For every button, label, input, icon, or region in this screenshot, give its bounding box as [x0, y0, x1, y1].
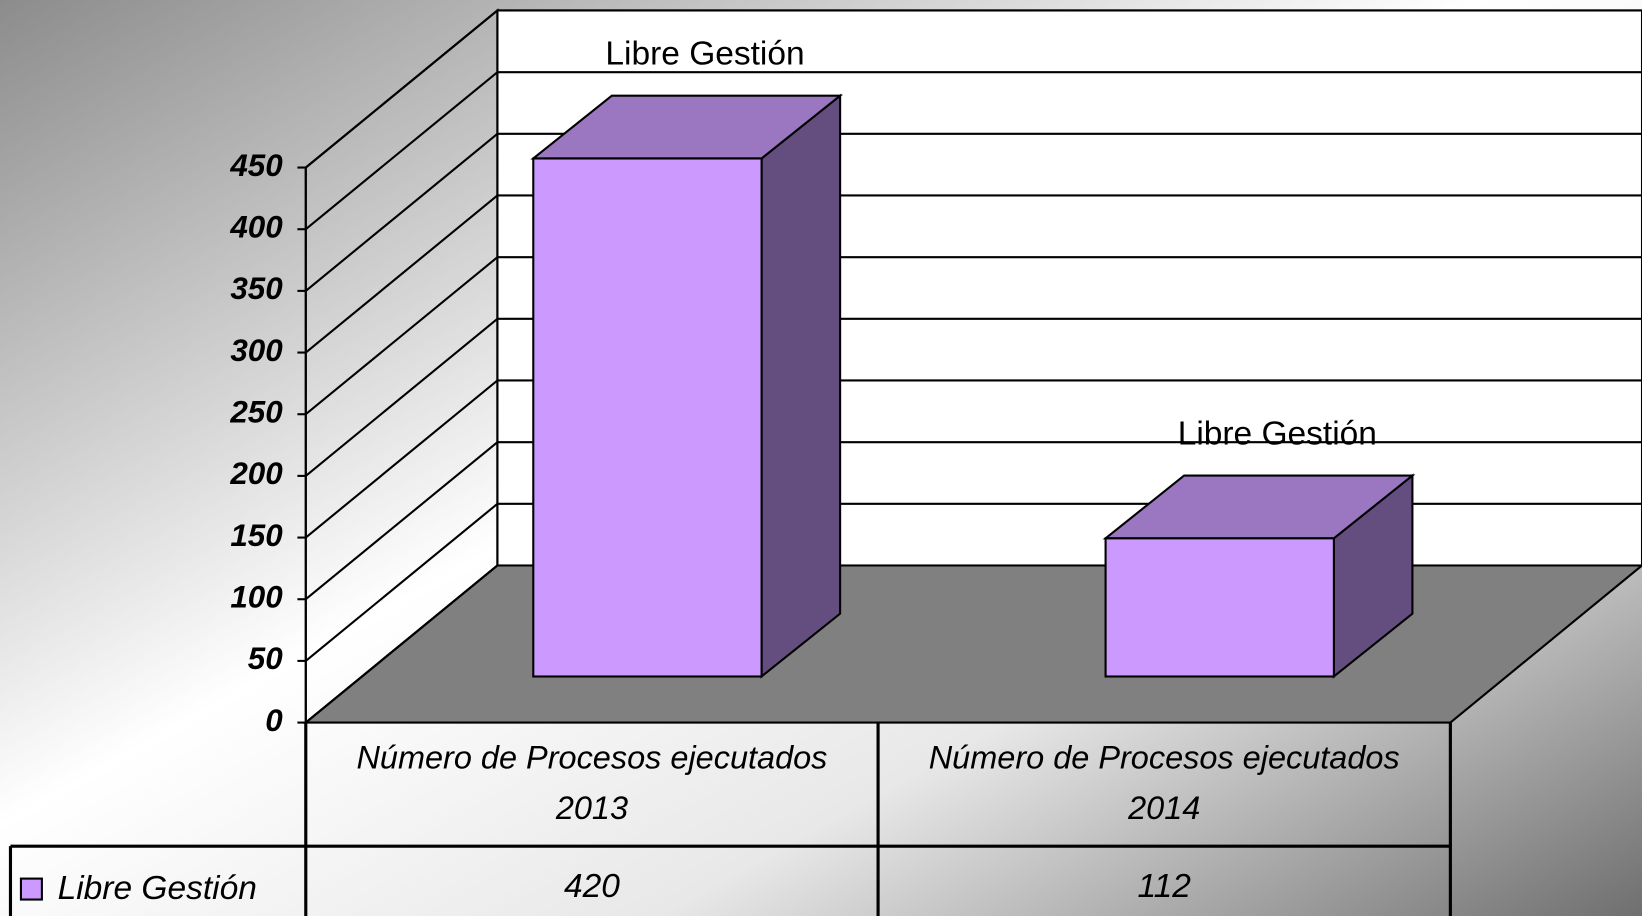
x-tick-label: Número de Procesos ejecutados 2014 [928, 739, 1400, 827]
table-value: 420 [564, 868, 620, 905]
y-tick-label: 100 [230, 580, 283, 615]
grid-line [305, 256, 499, 416]
y-tick-label: 250 [229, 395, 283, 430]
bar-side [760, 93, 842, 679]
x-tick-label: Número de Procesos ejecutados 2013 [356, 739, 828, 827]
data-label: Libre Gestión [1178, 416, 1377, 453]
category-cell: Número de Procesos ejecutados 2014 [928, 739, 1400, 827]
legend-swatch [19, 877, 43, 901]
y-tick-label: 150 [230, 518, 283, 553]
data-label: Libre Gestión [605, 36, 804, 73]
grid-line [305, 564, 499, 724]
floor [302, 564, 1642, 724]
y-tick-label: 400 [229, 210, 283, 245]
y-tick-label: 450 [229, 148, 283, 183]
plot: 0 50 100 150 200 250 300 350 400 450 Libre Gestión… [8, 8, 1642, 916]
grid-line [305, 318, 499, 477]
grid-line [305, 379, 499, 539]
grid-line [305, 503, 499, 662]
bar [1104, 537, 1335, 678]
y-tick-label: 200 [229, 456, 283, 491]
table-value: 112 [1138, 868, 1192, 905]
bar [532, 157, 763, 678]
y-tick-label: 50 [248, 641, 283, 676]
grid-line [305, 71, 499, 231]
grid-line [305, 441, 499, 601]
legend-label: Libre Gestión [58, 870, 257, 907]
y-tick-label: 0 [265, 703, 283, 738]
y-tick-label: 300 [230, 333, 283, 368]
grid-line [305, 9, 499, 169]
grid-line [305, 194, 499, 354]
y-tick-label: 350 [230, 271, 283, 306]
grid-line [305, 132, 499, 292]
category-cell: Número de Procesos ejecutados 2013 [356, 739, 828, 827]
